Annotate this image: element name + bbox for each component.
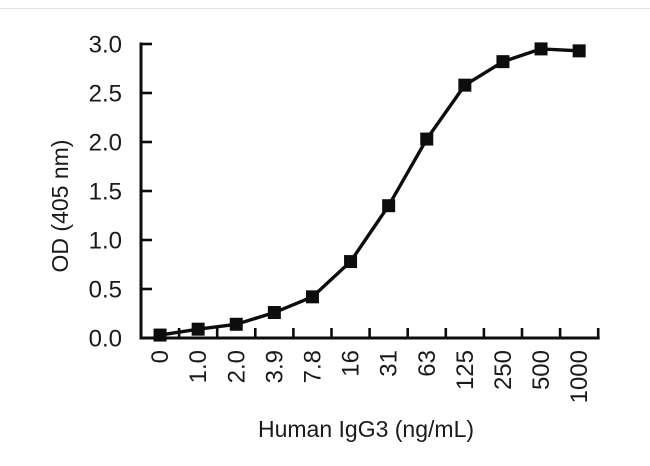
y-tick-label: 3.0: [89, 32, 122, 59]
data-series-layer: [153, 42, 586, 342]
y-tick-label: 2.0: [89, 130, 122, 157]
x-tick-label: 3.9: [261, 350, 288, 383]
data-point-marker: [267, 306, 281, 320]
y-tick-label: 0.0: [89, 326, 122, 353]
data-point-marker: [534, 42, 548, 56]
page-edge-line: [0, 8, 650, 9]
data-point-marker: [229, 317, 243, 331]
data-point-marker: [305, 290, 319, 304]
axes-layer: 0.0 0.5 1.0 1.5 2.0 2.5 3.0 0 1.0 2.0 3.9 7.8 16 31 63…: [89, 32, 600, 403]
data-point-marker: [458, 78, 472, 92]
data-point-marker: [496, 55, 510, 69]
x-tick-label: 500: [528, 350, 555, 390]
y-tick-label: 1.0: [89, 228, 122, 255]
y-tick-label: 1.5: [89, 179, 122, 206]
y-tick-label: 2.5: [89, 81, 122, 108]
data-point-marker: [382, 199, 396, 213]
x-tick-label: 250: [490, 350, 517, 390]
y-tick-label: 0.5: [89, 277, 122, 304]
x-tick-label: 16: [338, 350, 365, 377]
x-tick-label: 1000: [566, 350, 593, 403]
x-tick-label: 7.8: [299, 350, 326, 383]
data-point-marker: [420, 132, 434, 146]
x-tick-label: 31: [376, 350, 403, 377]
data-point-marker: [191, 322, 205, 336]
data-point-marker: [572, 44, 586, 58]
x-axis-title: Human IgG3 (ng/mL): [258, 416, 474, 442]
standard-curve-line: [158, 47, 581, 337]
data-point-marker: [153, 328, 167, 342]
x-tick-label: 125: [452, 350, 479, 390]
x-tick-label: 2.0: [223, 350, 250, 383]
x-tick-label: 0: [147, 350, 174, 363]
y-axis-title: OD (405 nm): [47, 140, 73, 273]
x-tick-label: 1.0: [185, 350, 212, 383]
data-point-marker: [344, 255, 358, 269]
x-tick-label: 63: [414, 350, 441, 377]
